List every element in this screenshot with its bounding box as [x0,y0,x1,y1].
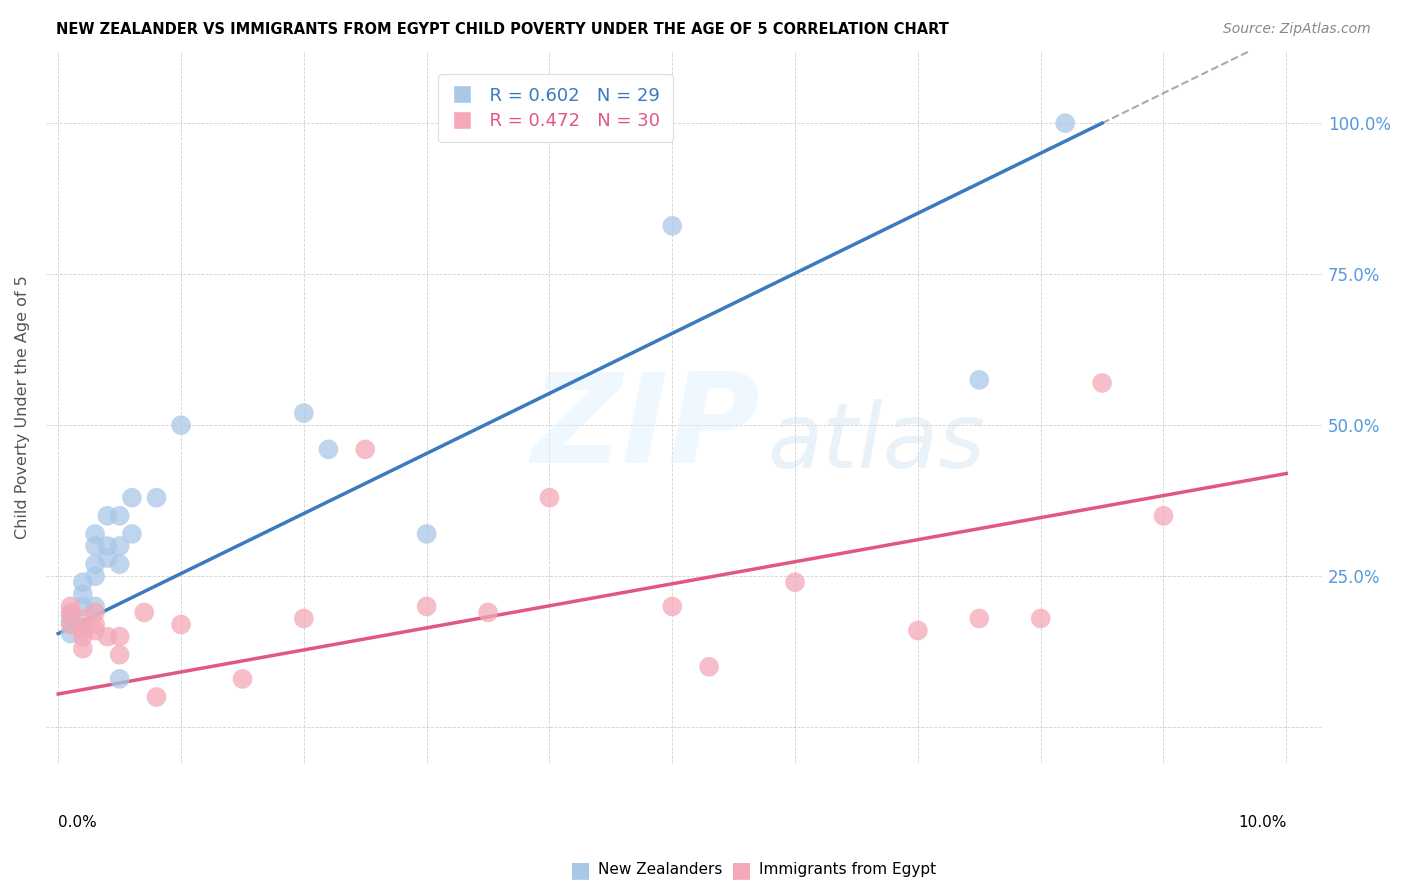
Text: ■: ■ [569,860,591,880]
Y-axis label: Child Poverty Under the Age of 5: Child Poverty Under the Age of 5 [15,276,30,539]
Point [84,569,107,583]
Point [231,672,253,686]
Point [84,599,107,614]
Point [72,641,94,656]
Point [59,599,82,614]
Text: Immigrants from Egypt: Immigrants from Egypt [759,863,936,877]
Point [170,418,193,433]
Point [907,624,929,638]
Point [108,630,131,644]
Point [292,611,315,625]
Point [72,611,94,625]
Point [477,606,499,620]
Point [697,660,720,674]
Point [1029,611,1052,625]
Point [415,527,437,541]
Point [59,608,82,623]
Point [1054,116,1077,130]
Point [292,406,315,420]
Point [96,630,118,644]
Point [318,442,340,457]
Text: New Zealanders: New Zealanders [598,863,721,877]
Point [96,539,118,553]
Text: ZIPatlas: ZIPatlas [531,428,537,429]
Point [84,557,107,571]
Point [145,491,167,505]
Point [121,527,143,541]
Text: ZIP: ZIP [531,368,761,489]
Text: ■: ■ [731,860,752,880]
Point [108,672,131,686]
Point [121,491,143,505]
Point [1153,508,1175,523]
Point [59,615,82,629]
Point [108,648,131,662]
Point [1091,376,1114,390]
Text: atlas: atlas [768,399,986,487]
Point [170,617,193,632]
Point [145,690,167,704]
Point [415,599,437,614]
Point [84,617,107,632]
Point [134,606,156,620]
Point [84,624,107,638]
Point [59,617,82,632]
Text: Source: ZipAtlas.com: Source: ZipAtlas.com [1223,22,1371,37]
Point [354,442,377,457]
Point [72,587,94,601]
Point [84,527,107,541]
Text: 0.0%: 0.0% [58,814,97,830]
Point [84,539,107,553]
Point [661,219,683,233]
Text: 10.0%: 10.0% [1237,814,1286,830]
Point [96,508,118,523]
Legend:   R = 0.602   N = 29,   R = 0.472   N = 30: R = 0.602 N = 29, R = 0.472 N = 30 [439,74,672,143]
Point [108,508,131,523]
Text: NEW ZEALANDER VS IMMIGRANTS FROM EGYPT CHILD POVERTY UNDER THE AGE OF 5 CORRELAT: NEW ZEALANDER VS IMMIGRANTS FROM EGYPT C… [56,22,949,37]
Point [969,611,991,625]
Point [96,551,118,566]
Point [538,491,561,505]
Point [72,624,94,638]
Point [72,575,94,590]
Point [84,606,107,620]
Point [59,626,82,640]
Point [783,575,806,590]
Point [969,373,991,387]
Point [59,606,82,620]
Point [72,621,94,635]
Point [661,599,683,614]
Point [72,630,94,644]
Point [108,557,131,571]
Point [108,539,131,553]
Point [72,599,94,614]
